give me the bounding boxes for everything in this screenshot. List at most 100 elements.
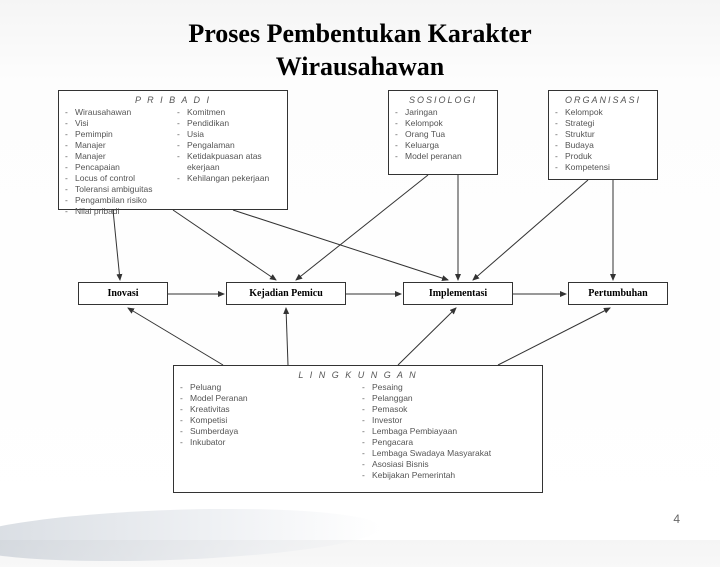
sosiologi-text: Model peranan [405,151,462,162]
pribadi-item: -Komitmen [177,107,281,118]
slide-title: Proses Pembentukan Karakter Wirausahawan [0,0,720,83]
dash: - [180,404,186,415]
lingkungan-item: -Investor [362,415,536,426]
sosiologi-item: -Orang Tua [395,129,491,140]
dash: - [180,393,186,404]
dash: - [65,184,71,195]
stage-pemicu: Kejadian Pemicu [226,282,346,305]
sosiologi-text: Kelompok [405,118,443,129]
lingkungan-item: -Pelanggan [362,393,536,404]
pribadi-text: Nilai pribadi [75,206,119,217]
pribadi-text: Ketidakpuasan atas ekerjaan [187,151,281,173]
stage-pertumbuhan: Pertumbuhan [568,282,668,305]
organisasi-text: Strategi [565,118,594,129]
dash: - [395,118,401,129]
organisasi-text: Produk [565,151,592,162]
lingkungan-item: -Kompetisi [180,415,354,426]
dash: - [395,107,401,118]
organisasi-item: -Struktur [555,129,651,140]
box-pribadi-title: P R I B A D I [65,95,281,105]
organisasi-text: Budaya [565,140,594,151]
sosiologi-item: -Kelompok [395,118,491,129]
dash: - [65,206,71,217]
sosiologi-text: Keluarga [405,140,439,151]
dash: - [555,129,561,140]
dash: - [65,173,71,184]
pribadi-text: Toleransi ambiguitas [75,184,152,195]
lingkungan-text: Sumberdaya [190,426,238,437]
dash: - [180,382,186,393]
box-lingkungan: L I N G K U N G A N -Peluang-Model Peran… [173,365,543,493]
box-sosiologi: SOSIOLOGI -Jaringan-Kelompok-Orang Tua-K… [388,90,498,175]
dash: - [65,129,71,140]
page-number: 4 [673,512,680,526]
dash: - [362,437,368,448]
sosiologi-text: Jaringan [405,107,438,118]
dash: - [180,415,186,426]
pribadi-item: -Kehilangan pekerjaan [177,173,281,184]
dash: - [362,448,368,459]
organisasi-text: Struktur [565,129,595,140]
lingkungan-item: -Peluang [180,382,354,393]
dash: - [177,118,183,129]
pribadi-item: -Usia [177,129,281,140]
pribadi-item: -Wirausahawan [65,107,169,118]
stage-inovasi: Inovasi [78,282,168,305]
lingkungan-item: -Pemasok [362,404,536,415]
dash: - [65,107,71,118]
dash: - [177,140,183,151]
lingkungan-text: Model Peranan [190,393,248,404]
lingkungan-item: -Pengacara [362,437,536,448]
dash: - [65,118,71,129]
diagram-container: P R I B A D I -Wirausahawan-Visi-Pemimpi… [58,90,668,498]
lingkungan-text: Peluang [190,382,221,393]
box-pribadi: P R I B A D I -Wirausahawan-Visi-Pemimpi… [58,90,288,210]
lingkungan-text: Kebijakan Pemerintah [372,470,455,481]
box-sosiologi-title: SOSIOLOGI [395,95,491,105]
dash: - [177,107,183,118]
dash: - [180,426,186,437]
dash: - [555,118,561,129]
pribadi-item: -Manajer [65,140,169,151]
lingkungan-text: Lembaga Swadaya Masyarakat [372,448,491,459]
pribadi-item: -Locus of control [65,173,169,184]
lingkungan-item: -Lembaga Swadaya Masyarakat [362,448,536,459]
lingkungan-item: -Inkubator [180,437,354,448]
sosiologi-item: -Jaringan [395,107,491,118]
pribadi-item: -Pendidikan [177,118,281,129]
pribadi-item: -Visi [65,118,169,129]
dash: - [395,129,401,140]
pribadi-item: -Ketidakpuasan atas ekerjaan [177,151,281,173]
organisasi-item: -Produk [555,151,651,162]
lingkungan-item: -Sumberdaya [180,426,354,437]
dash: - [362,470,368,481]
dash: - [362,415,368,426]
box-lingkungan-title: L I N G K U N G A N [180,370,536,380]
decorative-swoosh [0,503,380,567]
pribadi-text: Manajer [75,151,106,162]
lingkungan-text: Lembaga Pembiayaan [372,426,457,437]
organisasi-item: -Kompetensi [555,162,651,173]
sosiologi-text: Orang Tua [405,129,445,140]
lingkungan-text: Inkubator [190,437,225,448]
pribadi-text: Kehilangan pekerjaan [187,173,269,184]
pribadi-text: Wirausahawan [75,107,131,118]
dash: - [395,140,401,151]
lingkungan-text: Pelanggan [372,393,413,404]
pribadi-text: Pengambilan risiko [75,195,147,206]
lingkungan-item: -Lembaga Pembiayaan [362,426,536,437]
title-line-1: Proses Pembentukan Karakter [188,19,531,48]
dash: - [177,173,183,184]
organisasi-text: Kelompok [565,107,603,118]
lingkungan-text: Pesaing [372,382,403,393]
dash: - [65,162,71,173]
pribadi-item: -Nilai pribadi [65,206,169,217]
stage-implementasi: Implementasi [403,282,513,305]
dash: - [362,393,368,404]
pribadi-text: Locus of control [75,173,135,184]
pribadi-item: -Pencapaian [65,162,169,173]
lingkungan-text: Pemasok [372,404,407,415]
pribadi-text: Komitmen [187,107,225,118]
dash: - [362,426,368,437]
sosiologi-item: -Model peranan [395,151,491,162]
